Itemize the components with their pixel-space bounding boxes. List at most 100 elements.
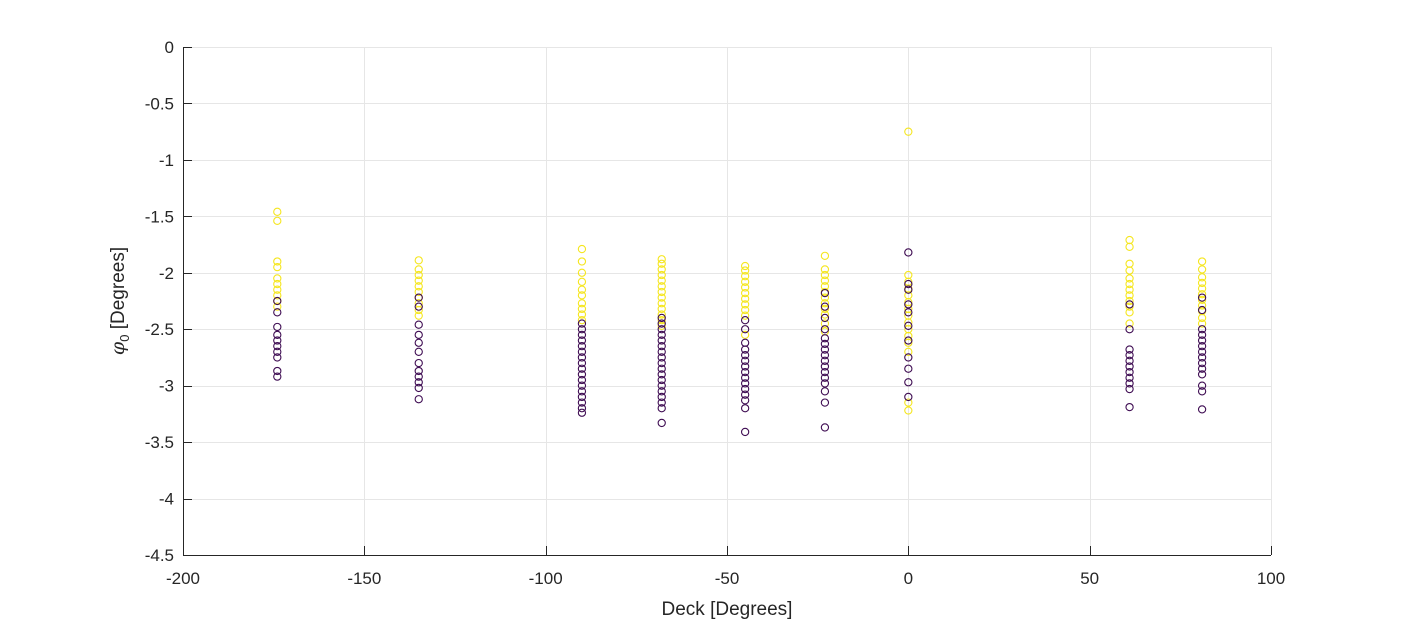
data-point	[820, 423, 830, 432]
data-point	[577, 404, 587, 413]
data-point	[273, 347, 282, 356]
data-point	[657, 370, 666, 379]
data-point	[273, 274, 282, 283]
y-axis-label-unit: [Degrees]	[108, 247, 129, 335]
data-point	[577, 358, 587, 368]
data-point	[740, 390, 750, 399]
data-point	[904, 308, 913, 317]
data-point	[1197, 353, 1207, 362]
data-point	[740, 316, 750, 325]
data-point	[657, 293, 666, 302]
data-point	[740, 266, 750, 275]
data-point	[820, 313, 830, 323]
data-point	[740, 384, 750, 394]
data-point	[657, 319, 666, 328]
data-point	[1197, 381, 1207, 390]
data-point	[414, 330, 423, 340]
data-point	[1125, 291, 1134, 300]
data-point	[414, 265, 423, 274]
data-point	[740, 396, 750, 405]
data-point	[1197, 325, 1207, 334]
data-point	[1125, 274, 1134, 283]
x-ticks: -200 -150 -100 -50 0 50 100	[166, 546, 1285, 588]
data-point	[577, 330, 587, 340]
data-point	[820, 356, 830, 365]
data-point	[1125, 373, 1134, 382]
data-point	[904, 321, 913, 330]
data-point	[820, 302, 830, 311]
data-point	[1197, 290, 1207, 299]
data-point	[577, 364, 587, 373]
data-point	[414, 338, 423, 347]
data-point	[1125, 351, 1134, 360]
data-point	[414, 395, 423, 404]
data-point	[1197, 358, 1207, 368]
data-point	[1125, 319, 1134, 328]
data-point	[820, 325, 830, 334]
data-point	[414, 293, 423, 302]
data-point	[657, 392, 666, 402]
data-point	[904, 398, 913, 407]
data-point	[657, 321, 666, 330]
data-point	[820, 276, 830, 285]
data-point	[740, 300, 750, 309]
data-point	[273, 308, 282, 317]
data-point	[414, 287, 423, 297]
data-point	[414, 270, 423, 280]
data-point	[904, 392, 913, 402]
y-tick-label: -2	[159, 264, 174, 283]
data-point	[273, 279, 282, 289]
data-point	[414, 305, 423, 315]
data-point	[414, 372, 423, 381]
y-tick-label: -2.5	[145, 320, 174, 339]
data-point	[1125, 325, 1134, 334]
data-point	[820, 398, 830, 407]
data-point	[577, 316, 587, 325]
data-point	[740, 294, 750, 303]
data-point	[820, 367, 830, 377]
data-point	[273, 262, 282, 272]
data-point	[1197, 305, 1207, 315]
data-point	[904, 406, 913, 415]
data-point	[1197, 405, 1207, 414]
data-point	[577, 244, 587, 254]
data-point	[904, 285, 913, 294]
data-point	[1197, 387, 1207, 396]
data-point	[577, 375, 587, 385]
y-tick-label: -1.5	[145, 207, 174, 226]
data-point	[740, 427, 750, 437]
data-point	[657, 304, 666, 314]
data-point	[577, 304, 587, 314]
data-point	[1197, 330, 1207, 340]
data-point	[657, 398, 666, 407]
x-tick-label: -100	[529, 569, 563, 588]
data-point	[1197, 370, 1207, 379]
data-point	[740, 367, 750, 377]
data-point	[577, 257, 587, 266]
data-point	[273, 291, 282, 300]
x-tick-label: -150	[347, 569, 381, 588]
data-point	[273, 296, 282, 306]
data-point	[657, 353, 666, 362]
data-point	[273, 372, 282, 381]
y-tick-label: 0	[165, 38, 174, 57]
data-point	[1197, 273, 1207, 282]
data-point	[414, 366, 423, 376]
data-point	[657, 316, 666, 325]
data-point	[577, 347, 587, 356]
data-point	[740, 272, 750, 281]
data-point	[904, 300, 913, 309]
x-tick-label: 100	[1257, 569, 1285, 588]
data-point	[1197, 295, 1207, 305]
data-point	[273, 216, 282, 225]
data-point	[273, 285, 282, 294]
data-point	[577, 325, 587, 334]
data-point	[740, 362, 750, 371]
data-point	[740, 373, 750, 382]
data-point	[657, 282, 666, 291]
data-point	[657, 358, 666, 368]
x-tick-label: 0	[904, 569, 913, 588]
data-point	[273, 302, 282, 311]
data-point	[1197, 313, 1207, 323]
data-point	[1125, 356, 1134, 365]
